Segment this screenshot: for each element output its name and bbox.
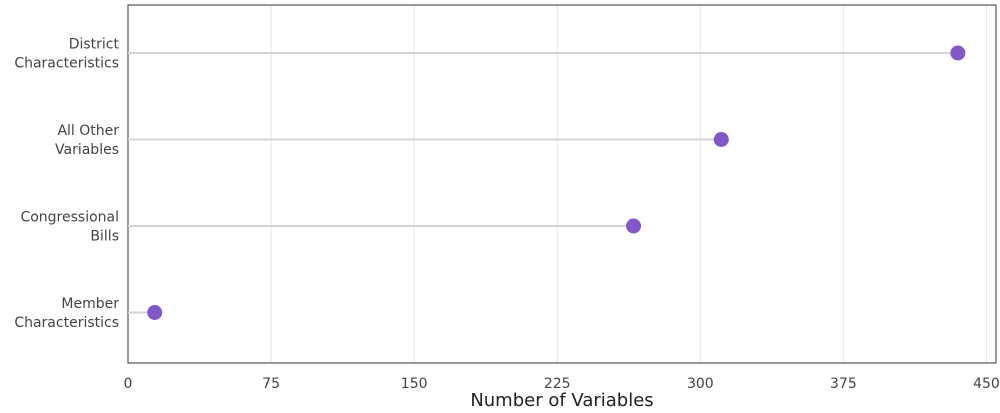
x-tick-label: 450 bbox=[973, 376, 1000, 392]
dot bbox=[713, 132, 729, 147]
x-axis-label: Number of Variables bbox=[470, 390, 653, 411]
plot-frame bbox=[127, 4, 997, 364]
x-tick-label: 75 bbox=[262, 376, 280, 392]
y-tick-label: Member Characteristics bbox=[14, 296, 119, 331]
y-tick-label: Congressional Bills bbox=[20, 210, 119, 245]
x-tick-label: 0 bbox=[124, 376, 133, 392]
x-tick-label: 150 bbox=[401, 376, 428, 392]
dot bbox=[950, 45, 966, 61]
x-tick-label: 300 bbox=[687, 376, 714, 392]
x-tick-label: 375 bbox=[830, 376, 857, 392]
x-tick-label: 225 bbox=[544, 376, 571, 392]
dot bbox=[626, 218, 642, 234]
y-tick-label: All Other Variables bbox=[55, 123, 119, 158]
dot bbox=[147, 305, 163, 320]
y-tick-label: District Characteristics bbox=[14, 37, 119, 72]
